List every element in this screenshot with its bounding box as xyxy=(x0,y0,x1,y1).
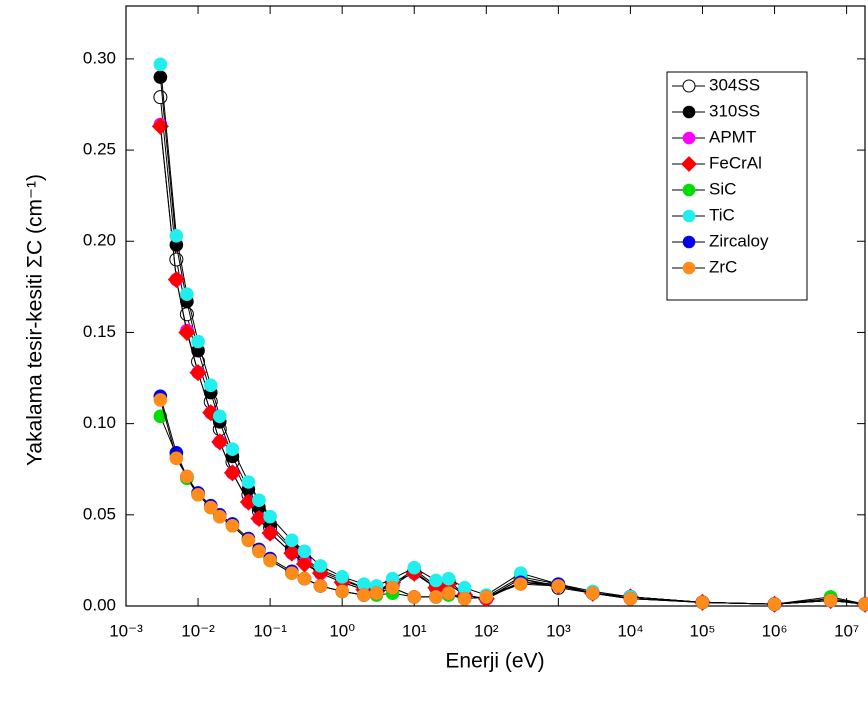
marker xyxy=(429,590,443,604)
marker xyxy=(695,595,710,610)
marker xyxy=(212,509,227,524)
marker xyxy=(457,591,472,606)
y-tick-label: 0.10 xyxy=(83,413,116,432)
marker xyxy=(203,500,218,515)
x-tick-label: 10³ xyxy=(546,621,571,640)
marker xyxy=(169,228,184,243)
marker xyxy=(623,591,638,606)
y-tick-label: 0.20 xyxy=(83,231,116,250)
marker xyxy=(823,593,838,608)
marker xyxy=(335,584,349,599)
marker xyxy=(369,586,384,601)
marker xyxy=(297,571,312,586)
marker xyxy=(335,570,349,584)
legend-label: FeCrAl xyxy=(709,153,762,172)
x-tick-label: 10⁰ xyxy=(329,621,355,640)
marker xyxy=(223,464,241,482)
legend-marker xyxy=(682,131,696,145)
marker xyxy=(407,560,422,575)
marker xyxy=(153,90,168,105)
x-tick-label: 10⁻² xyxy=(181,621,215,640)
marker xyxy=(551,579,566,593)
legend-marker xyxy=(682,261,696,275)
x-tick-label: 10⁻³ xyxy=(109,621,143,640)
marker xyxy=(191,334,205,349)
marker xyxy=(313,579,328,593)
marker xyxy=(441,586,456,601)
legend-label: APMT xyxy=(709,127,756,146)
x-axis-title: Enerji (eV) xyxy=(445,650,544,673)
legend-label: SiC xyxy=(709,179,736,198)
legend-marker xyxy=(682,235,696,249)
x-tick-label: 10⁶ xyxy=(762,621,788,640)
marker xyxy=(585,586,600,601)
marker xyxy=(203,378,218,393)
legend-label: 304SS xyxy=(709,75,760,94)
marker xyxy=(189,364,207,382)
marker xyxy=(429,573,443,588)
y-tick-label: 0.15 xyxy=(83,322,116,341)
marker xyxy=(153,57,168,72)
series xyxy=(153,393,868,611)
marker xyxy=(283,544,301,562)
marker xyxy=(297,544,312,559)
marker xyxy=(225,442,240,456)
marker xyxy=(252,493,266,508)
marker xyxy=(178,323,196,341)
marker xyxy=(180,287,194,301)
marker xyxy=(169,451,184,466)
marker xyxy=(241,475,256,489)
marker xyxy=(385,580,400,595)
marker xyxy=(513,577,528,591)
y-tick-label: 0.25 xyxy=(83,140,116,159)
marker xyxy=(180,469,194,484)
marker xyxy=(225,518,240,533)
x-tick-label: 10⁷ xyxy=(834,621,859,640)
marker xyxy=(313,559,328,573)
legend-marker xyxy=(682,183,696,197)
legend-label: Zircaloy xyxy=(709,231,769,250)
series-line xyxy=(159,399,866,605)
marker xyxy=(261,524,279,542)
marker xyxy=(167,271,185,289)
legend-marker xyxy=(682,79,696,93)
x-tick-label: 10⁴ xyxy=(617,621,643,640)
marker xyxy=(241,533,256,548)
marker xyxy=(285,533,299,548)
marker xyxy=(252,544,266,559)
marker xyxy=(441,571,456,586)
legend-label: TiC xyxy=(709,205,735,224)
y-tick-label: 0.05 xyxy=(83,504,116,523)
plot-frame xyxy=(125,5,866,607)
legend-label: 310SS xyxy=(709,101,760,120)
x-tick-label: 10⁵ xyxy=(689,621,715,640)
y-axis-title: Yakalama tesir-kesiti ΣC (cm⁻¹) xyxy=(24,174,47,466)
legend-marker xyxy=(682,209,696,223)
marker xyxy=(263,553,277,568)
series-line xyxy=(159,396,866,605)
legend-label: ZrC xyxy=(709,257,737,276)
y-tick-label: 0.00 xyxy=(83,595,116,614)
marker xyxy=(212,409,227,424)
x-tick-label: 10¹ xyxy=(402,621,427,640)
legend: 304SS 310SS APMT FeCrAl SiC TiC Zircaloy ZrC xyxy=(666,71,808,301)
marker xyxy=(191,487,205,502)
marker xyxy=(202,404,220,422)
marker xyxy=(479,590,494,604)
marker xyxy=(407,590,422,604)
legend-marker xyxy=(682,105,696,119)
x-tick-label: 10² xyxy=(474,621,499,640)
y-tick-label: 0.30 xyxy=(83,48,116,67)
x-tick-label: 10⁻¹ xyxy=(253,621,287,640)
marker xyxy=(858,597,868,611)
marker xyxy=(211,433,229,451)
marker xyxy=(285,566,299,580)
marker xyxy=(263,509,277,524)
marker xyxy=(767,597,782,611)
marker xyxy=(153,70,168,84)
marker xyxy=(153,393,168,407)
marker xyxy=(357,588,371,602)
legend-marker xyxy=(681,156,697,172)
